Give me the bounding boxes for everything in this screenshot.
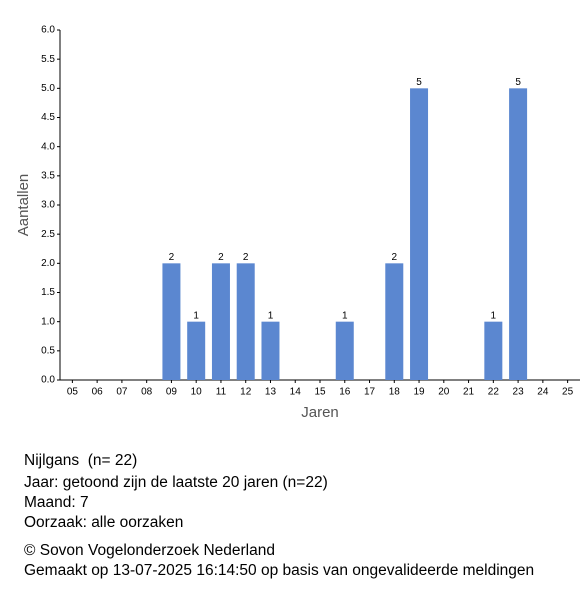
bar xyxy=(236,263,255,380)
data-label: 2 xyxy=(243,252,249,263)
y-tick-label: 0.0 xyxy=(41,375,55,386)
x-tick-label: 16 xyxy=(339,387,351,398)
data-label: 2 xyxy=(218,252,224,263)
y-tick-label: 1.0 xyxy=(41,316,55,327)
x-tick-label: 25 xyxy=(562,387,574,398)
x-axis-title: Jaren xyxy=(301,404,339,421)
data-label: 1 xyxy=(268,310,274,321)
y-tick-label: 3.0 xyxy=(41,200,55,211)
y-tick-label: 2.0 xyxy=(41,258,55,269)
y-tick-label: 4.5 xyxy=(41,112,55,123)
info-line: Gemaakt op 13-07-2025 16:14:50 op basis … xyxy=(24,562,535,579)
x-tick-label: 23 xyxy=(513,387,525,398)
x-tick-label: 06 xyxy=(92,387,104,398)
x-tick-label: 11 xyxy=(216,387,227,398)
data-label: 1 xyxy=(193,310,199,321)
x-tick-label: 10 xyxy=(191,387,203,398)
x-tick-label: 12 xyxy=(240,387,252,398)
bar xyxy=(410,88,429,380)
data-label: 2 xyxy=(392,252,398,263)
info-line: Jaar: getoond zijn de laatste 20 jaren (… xyxy=(24,474,328,491)
x-tick-label: 17 xyxy=(364,387,376,398)
x-tick-label: 20 xyxy=(438,387,450,398)
x-tick-label: 05 xyxy=(67,387,79,398)
bar xyxy=(484,321,503,380)
y-tick-label: 2.5 xyxy=(41,229,55,240)
bar xyxy=(385,263,404,380)
data-label: 5 xyxy=(416,77,422,88)
info-line: Oorzaak: alle oorzaken xyxy=(24,514,184,531)
data-label: 5 xyxy=(515,77,521,88)
bar xyxy=(509,88,528,380)
y-tick-label: 0.5 xyxy=(41,345,55,356)
x-tick-label: 22 xyxy=(488,387,500,398)
bar xyxy=(261,321,280,380)
info-line: Nijlgans (n= 22) xyxy=(24,452,138,469)
x-tick-label: 19 xyxy=(413,387,425,398)
chart: Jaren Aantallen 0.0 0.5 1.0 1.5 2.0 2.5 3.0 3.5… xyxy=(15,25,580,421)
x-tick-label: 13 xyxy=(265,387,277,398)
bar xyxy=(187,321,206,380)
info-line: Maand: 7 xyxy=(24,494,89,511)
bar xyxy=(162,263,181,380)
data-label: 1 xyxy=(342,310,348,321)
data-label: 1 xyxy=(491,310,497,321)
x-tick-label: 09 xyxy=(166,387,178,398)
y-axis-title: Aantallen xyxy=(15,174,32,237)
y-tick-label: 3.5 xyxy=(41,170,55,181)
x-tick-label: 18 xyxy=(389,387,401,398)
y-tick-label: 5.0 xyxy=(41,83,55,94)
y-tick-label: 1.5 xyxy=(41,287,55,298)
x-tick-label: 24 xyxy=(537,387,549,398)
x-tick-label: 14 xyxy=(290,387,302,398)
y-tick-label: 6.0 xyxy=(41,25,55,36)
y-tick-label: 4.0 xyxy=(41,141,55,152)
y-tick-label: 5.5 xyxy=(41,54,55,65)
x-tick-label: 21 xyxy=(463,387,475,398)
data-label: 2 xyxy=(169,252,175,263)
info-line: © Sovon Vogelonderzoek Nederland xyxy=(24,542,275,559)
x-tick-label: 07 xyxy=(116,387,128,398)
x-tick-label: 08 xyxy=(141,387,153,398)
bar xyxy=(211,263,230,380)
bar xyxy=(335,321,354,380)
x-tick-label: 15 xyxy=(314,387,326,398)
